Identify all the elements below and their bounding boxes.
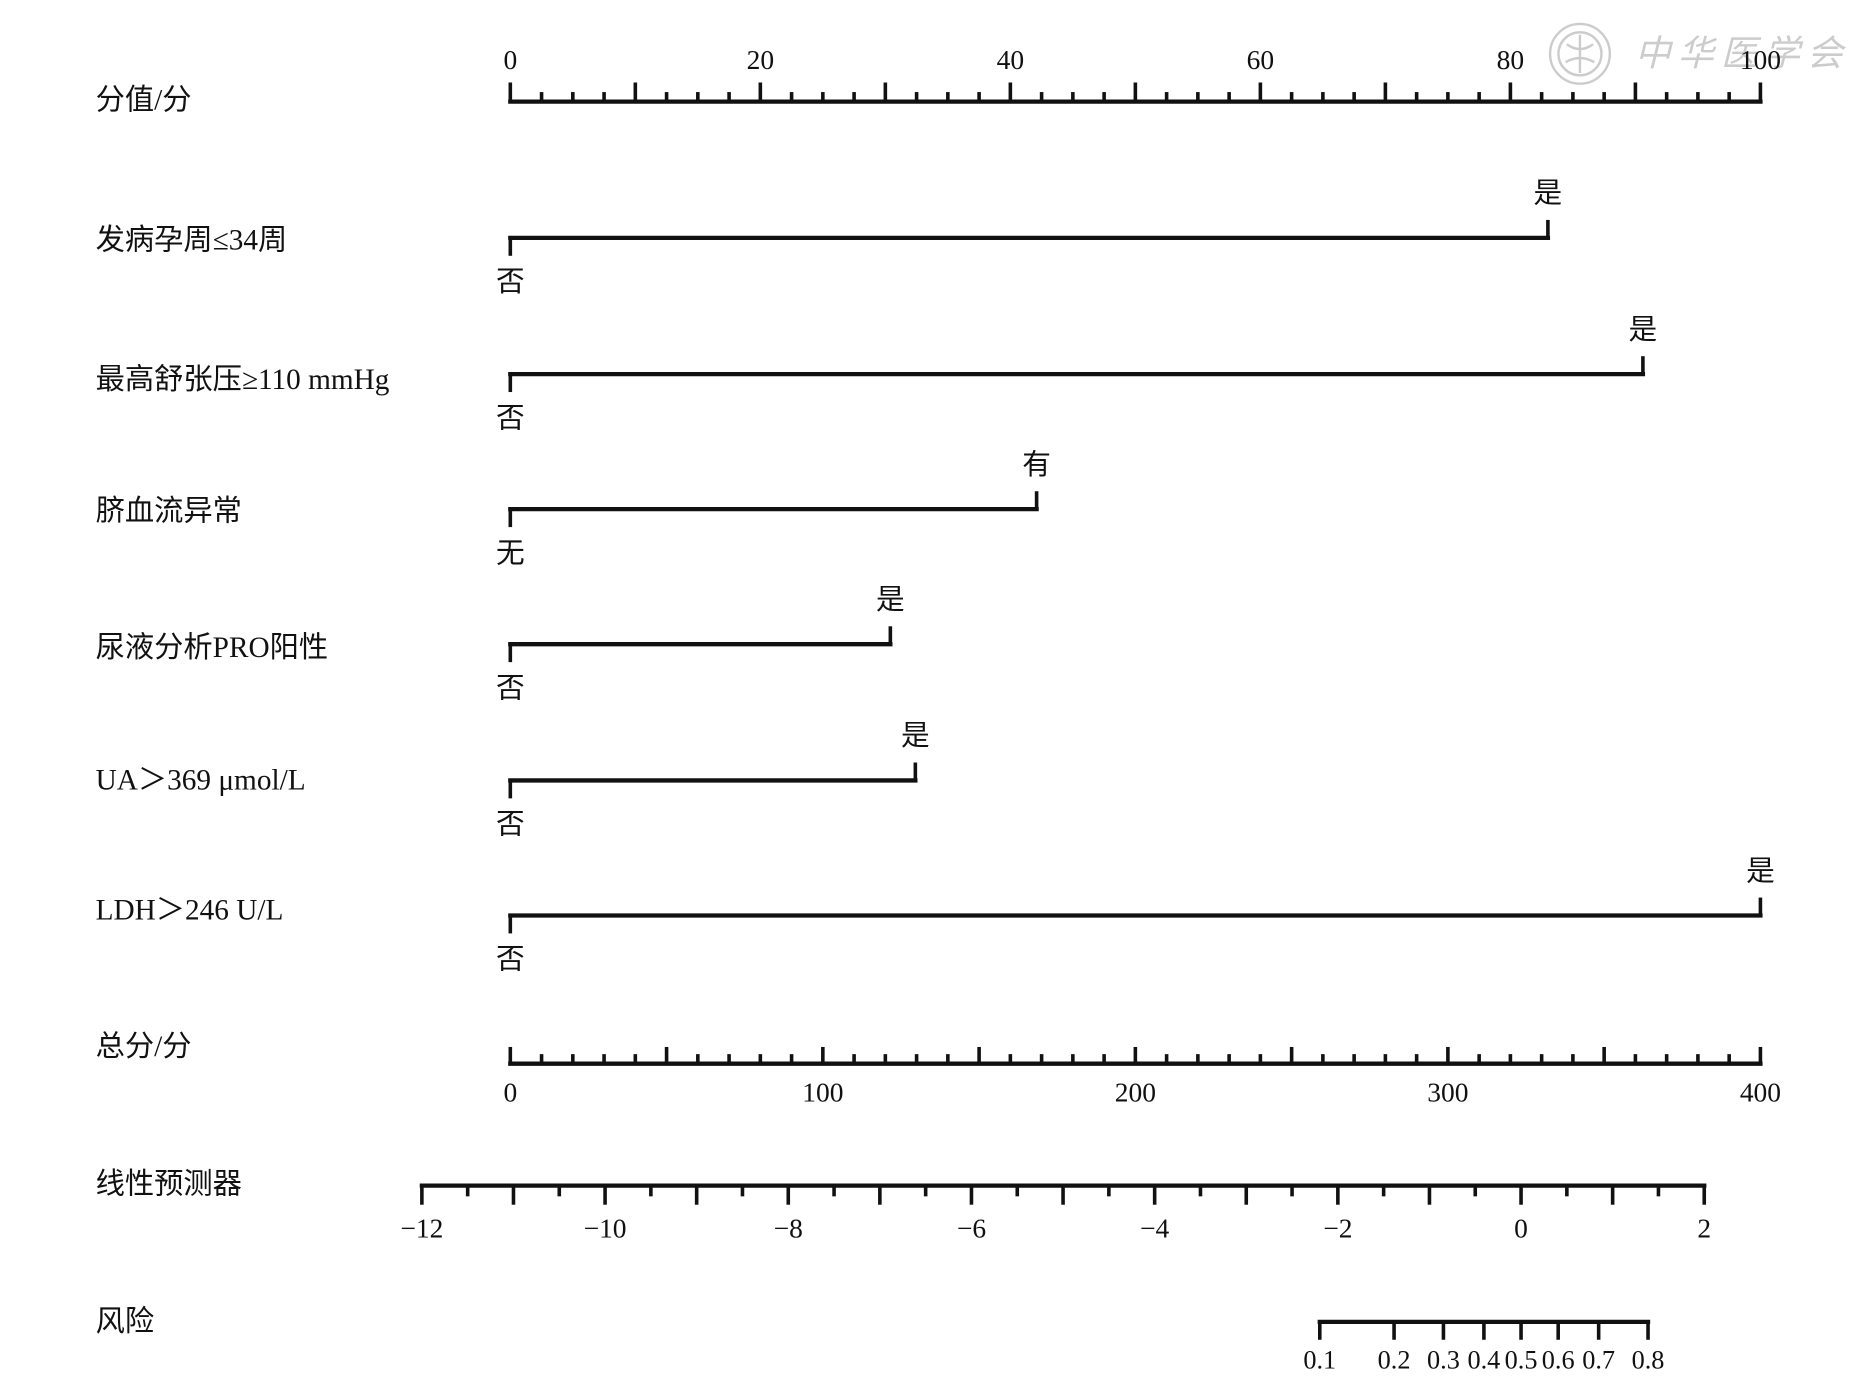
linear-predictor-axis-tick-label: −8 [774,1214,803,1244]
predictor-level-label: 否 [496,266,525,298]
emblem-inner-ring [1557,31,1603,77]
linear-predictor-axis-tick-label: −4 [1140,1214,1169,1244]
predictor-level-label: 是 [901,720,930,752]
points-axis: 分值/分 0 20 40 60 80 100 [96,45,1781,117]
points-axis-tick-label: 20 [747,45,774,75]
risk-axis-tick-label: 0.4 [1467,1346,1500,1375]
risk-axis-tick-label: 0.5 [1505,1346,1538,1375]
predictor-row: 最高舒张压≥110 mmHg 否 是 [96,314,1658,434]
linear-predictor-axis-tick-label: −10 [584,1214,627,1244]
risk-axis-tick-label: 0.8 [1632,1346,1665,1375]
predictor-level-label: 是 [876,584,905,616]
points-axis-tick-label: 100 [1740,45,1781,75]
linear-predictor-axis-tick-label: 2 [1697,1214,1711,1244]
total-points-axis-title: 总分/分 [96,1030,192,1063]
predictor-label: 发病孕周≤34周 [96,223,288,256]
emblem-outer-ring [1548,22,1612,85]
watermark-text: 中华医学会 [1635,33,1850,74]
predictor-row: UA＞369 μmol/L 否 是 [96,720,930,840]
linear-predictor-axis-title: 线性预测器 [96,1167,242,1200]
points-axis-tick-label: 80 [1497,45,1524,75]
predictor-level-label: 是 [1746,855,1775,887]
points-axis-tick-label: 40 [997,45,1024,75]
predictor-label: LDH＞246 U/L [96,895,284,927]
total-points-axis-tick-label: 300 [1427,1077,1468,1107]
predictor-level-label: 否 [496,672,525,704]
total-points-axis-tick-label: 400 [1740,1077,1781,1107]
risk-axis-title: 风险 [96,1305,155,1338]
predictor-level-label: 是 [1629,314,1658,346]
predictor-row: LDH＞246 U/L 否 是 [96,855,1775,975]
total-points-axis: 总分/分 0 100 200 300 400 [96,1030,1781,1107]
predictor-level-label: 是 [1534,178,1563,210]
risk-axis: 风险 0.1 0.2 0.3 0.4 0.5 0.6 0.7 0.8 [96,1305,1665,1375]
cma-emblem-icon [1548,22,1612,85]
total-points-axis-tick-label: 0 [503,1077,517,1107]
predictor-level-label: 无 [496,537,525,569]
risk-axis-tick-label: 0.3 [1427,1346,1460,1375]
predictor-level-label: 否 [496,402,525,434]
total-points-axis-tick-label: 200 [1115,1077,1156,1107]
emblem-staff [1565,34,1595,73]
predictor-label: 最高舒张压≥110 mmHg [96,363,390,396]
predictor-label: UA＞369 μmol/L [96,764,306,796]
predictor-label: 尿液分析PRO阳性 [96,631,329,664]
points-axis-tick-label: 0 [503,45,517,75]
total-points-axis-tick-label: 100 [802,1077,843,1107]
risk-axis-tick-label: 0.7 [1582,1346,1615,1375]
predictor-level-label: 有 [1022,449,1051,481]
risk-axis-tick-label: 0.6 [1542,1346,1575,1375]
risk-axis-tick-label: 0.1 [1303,1346,1336,1375]
linear-predictor-axis: 线性预测器 −12 −10 −8 −6 −4 −2 0 2 [96,1167,1712,1243]
points-axis-title: 分值/分 [96,83,192,116]
linear-predictor-axis-tick-label: −2 [1323,1214,1352,1244]
points-axis-tick-label: 60 [1247,45,1274,75]
linear-predictor-axis-tick-label: 0 [1514,1214,1528,1244]
risk-axis-tick-label: 0.2 [1378,1346,1411,1375]
linear-predictor-axis-tick-label: −6 [957,1214,986,1244]
predictor-level-label: 否 [496,944,525,976]
linear-predictor-axis-tick-label: −12 [400,1214,443,1244]
watermark: 中华医学会 [1548,22,1850,85]
predictor-level-label: 否 [496,809,525,841]
predictor-label: 脐血流异常 [96,495,242,528]
